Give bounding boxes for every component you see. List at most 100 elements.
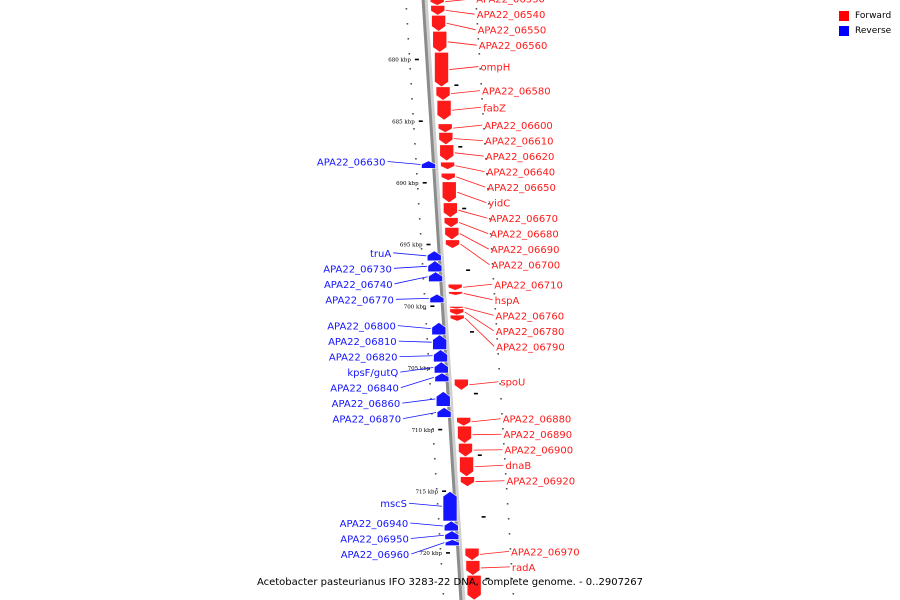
track-dot	[426, 338, 428, 340]
gene-label: fabZ	[483, 103, 506, 114]
gene-leader-line	[469, 381, 499, 386]
gene-label: APA22_06560	[479, 41, 548, 52]
track-dot	[505, 488, 508, 490]
gene-feature[interactable]	[430, 5, 446, 16]
gene-label: APA22_06820	[329, 353, 398, 364]
gene-feature[interactable]	[429, 0, 445, 6]
gene-feature[interactable]	[436, 100, 452, 121]
gene-feature[interactable]	[447, 283, 463, 291]
gene-leader-line	[464, 317, 495, 347]
gene-feature[interactable]	[437, 123, 453, 133]
gene-label: radA	[512, 563, 536, 574]
gene-feature[interactable]	[444, 227, 460, 241]
gene-feature[interactable]	[460, 476, 475, 487]
gene-leader-line	[400, 367, 434, 373]
gene-feature[interactable]	[433, 361, 449, 374]
gene-feature[interactable]	[456, 417, 471, 427]
track-dot	[480, 83, 482, 85]
gene-feature[interactable]	[457, 425, 472, 444]
track-dot	[421, 263, 424, 265]
track-dot	[411, 98, 413, 100]
gene-leader-line	[474, 464, 504, 468]
gene-feature[interactable]	[434, 51, 449, 88]
gene-feature[interactable]	[426, 250, 442, 262]
gene-label: APA22_06890	[504, 430, 573, 441]
gene-leader-line	[457, 191, 487, 204]
tick-mark	[414, 58, 419, 61]
gene-label: APA22_06880	[503, 415, 572, 426]
gene-feature[interactable]	[449, 314, 465, 322]
gene-feature[interactable]	[432, 31, 448, 53]
gene-feature[interactable]	[431, 14, 446, 32]
track-dot	[494, 308, 497, 310]
gene-leader-line	[471, 418, 501, 423]
track-dot	[424, 308, 427, 310]
track-dot	[430, 398, 432, 400]
gene-feature[interactable]	[464, 547, 480, 561]
gene-feature[interactable]	[436, 407, 452, 418]
gene-label: APA22_06670	[489, 214, 558, 225]
gene-feature[interactable]	[438, 132, 454, 146]
track-dot	[417, 203, 420, 205]
gene-label: kpsF/gutQ	[347, 368, 398, 379]
gene-feature[interactable]	[459, 456, 474, 478]
gene-feature[interactable]	[439, 144, 455, 162]
track-dot	[427, 353, 429, 355]
gene-feature[interactable]	[443, 217, 459, 228]
track-dot	[436, 503, 439, 505]
gene-leader-line	[460, 243, 490, 265]
track-dot	[410, 83, 412, 85]
gene-feature[interactable]	[435, 86, 451, 101]
gene-feature[interactable]	[428, 271, 443, 283]
gene-feature[interactable]	[454, 378, 469, 391]
gene-feature[interactable]	[435, 391, 451, 407]
gene-feature[interactable]	[432, 334, 447, 350]
gene-feature[interactable]	[440, 161, 455, 170]
track-dot	[442, 593, 445, 595]
gene-leader-line	[475, 480, 505, 482]
tick-mark	[477, 454, 482, 456]
tick-mark	[485, 577, 490, 580]
gene-feature[interactable]	[442, 491, 458, 522]
gene-label: APA22_06970	[511, 547, 580, 558]
gene-feature[interactable]	[449, 306, 464, 310]
track-dot	[409, 68, 411, 70]
gene-leader-line	[400, 376, 435, 388]
gene-feature[interactable]	[429, 293, 445, 304]
track-dot	[493, 293, 496, 295]
gene-leader-line	[393, 252, 427, 257]
gene-feature[interactable]	[433, 349, 448, 363]
gene-feature[interactable]	[431, 322, 447, 336]
gene-leader-line	[480, 566, 510, 569]
gene-feature[interactable]	[443, 202, 458, 218]
gene-feature[interactable]	[445, 539, 460, 547]
gene-feature[interactable]	[427, 260, 443, 273]
track-dot	[487, 188, 489, 190]
gene-feature[interactable]	[441, 181, 457, 204]
gene-feature[interactable]	[465, 560, 481, 576]
tick-mark	[446, 552, 450, 554]
gene-feature[interactable]	[421, 160, 436, 169]
gene-feature[interactable]	[448, 291, 463, 296]
tick-mark	[458, 146, 463, 148]
track-dot	[501, 413, 503, 415]
gene-label: APA22_06860	[332, 399, 401, 410]
gene-leader-line	[458, 209, 488, 219]
track-dot	[420, 248, 423, 250]
gene-feature[interactable]	[434, 372, 450, 382]
track-dot	[506, 503, 509, 505]
track-dot	[489, 233, 492, 235]
track-dot	[483, 128, 485, 130]
gene-label: dnaB	[506, 461, 532, 472]
gene-label: APA22_06630	[317, 158, 386, 169]
gene-label: ompH	[481, 63, 511, 74]
gene-label: APA22_06900	[504, 446, 573, 457]
track-dot	[496, 338, 498, 340]
gene-leader-line	[445, 9, 475, 15]
gene-feature[interactable]	[458, 443, 473, 458]
gene-feature[interactable]	[449, 308, 465, 316]
gene-feature[interactable]	[445, 239, 460, 249]
gene-feature[interactable]	[440, 172, 456, 181]
track-dot	[503, 443, 505, 445]
gene-feature[interactable]	[466, 575, 482, 600]
